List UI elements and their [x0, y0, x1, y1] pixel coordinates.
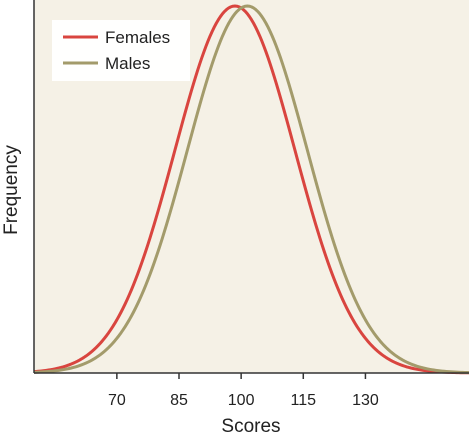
x-tick-label: 85 — [170, 392, 188, 409]
legend-label-females: Females — [105, 28, 170, 47]
x-ticks-group: 70 85 100 115 130 — [108, 373, 379, 409]
x-tick-label: 130 — [352, 392, 379, 409]
x-tick-label: 115 — [291, 392, 317, 409]
legend: Females Males — [52, 20, 190, 81]
y-axis-label: Frequency — [1, 145, 22, 235]
legend-box — [52, 20, 190, 81]
series-line-males — [33, 4, 469, 375]
x-tick-label: 70 — [108, 392, 126, 409]
x-axis-label: Scores — [221, 416, 280, 437]
curves-group — [33, 4, 469, 375]
legend-label-males: Males — [105, 54, 150, 73]
x-tick-label: 100 — [228, 392, 255, 409]
series-line-females — [33, 4, 469, 375]
